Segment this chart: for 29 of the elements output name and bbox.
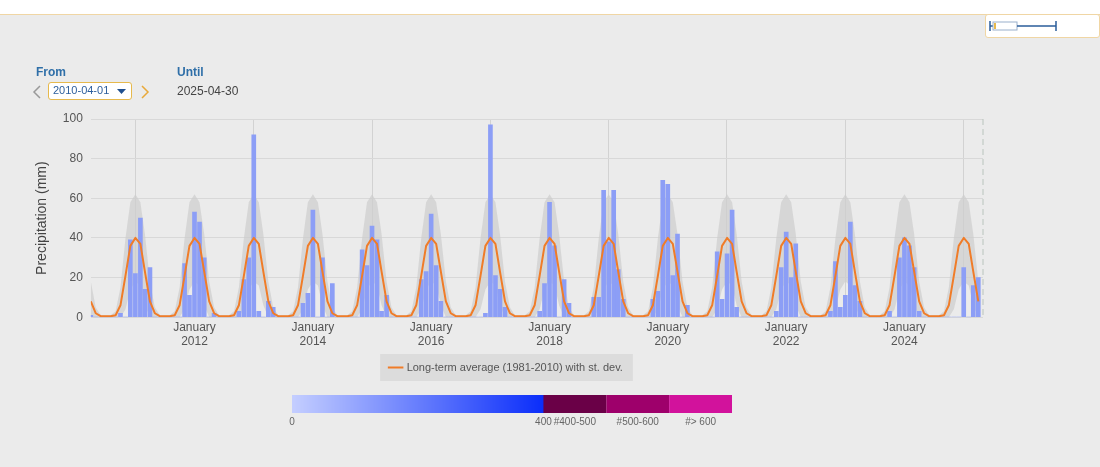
bar <box>783 231 789 318</box>
color-bar-label: #> 600 <box>685 415 717 427</box>
bar <box>887 310 892 318</box>
bar <box>118 312 123 318</box>
y-tick-label: 100 <box>62 111 84 126</box>
color-bar-label: 0 <box>289 415 296 427</box>
bar <box>961 267 967 318</box>
text: 2010-04-01 <box>53 84 110 96</box>
x-tick-label: January 2014 <box>291 319 335 349</box>
x-tick-label: January 2018 <box>528 319 571 349</box>
color-bar-label: #400-500 <box>553 415 597 427</box>
text: Until <box>177 65 204 79</box>
y-tick-label: 60 <box>69 190 84 205</box>
x-tick-label: January 2016 <box>409 319 453 349</box>
x-tick-label: January 2020 <box>646 319 690 349</box>
y-tick-label: 20 <box>69 269 84 284</box>
color-bar-label: 400 <box>535 415 553 427</box>
y-tick-label: 40 <box>69 230 84 245</box>
text: 2025-04-30 <box>177 84 239 98</box>
text: From <box>36 65 66 79</box>
x-tick-label: January 2024 <box>883 319 926 349</box>
legend-label: Long-term average (1981-2010) with st. dev. <box>406 360 623 373</box>
y-tick-label: 80 <box>69 150 84 165</box>
x-tick-label: January 2022 <box>764 319 808 349</box>
y-tick-label: 0 <box>76 309 84 324</box>
x-tick-label: January 2012 <box>173 319 216 349</box>
y-axis-title: Precipitation (mm) <box>33 161 50 275</box>
bar <box>660 180 666 318</box>
color-bar-label: #500-600 <box>616 415 660 427</box>
